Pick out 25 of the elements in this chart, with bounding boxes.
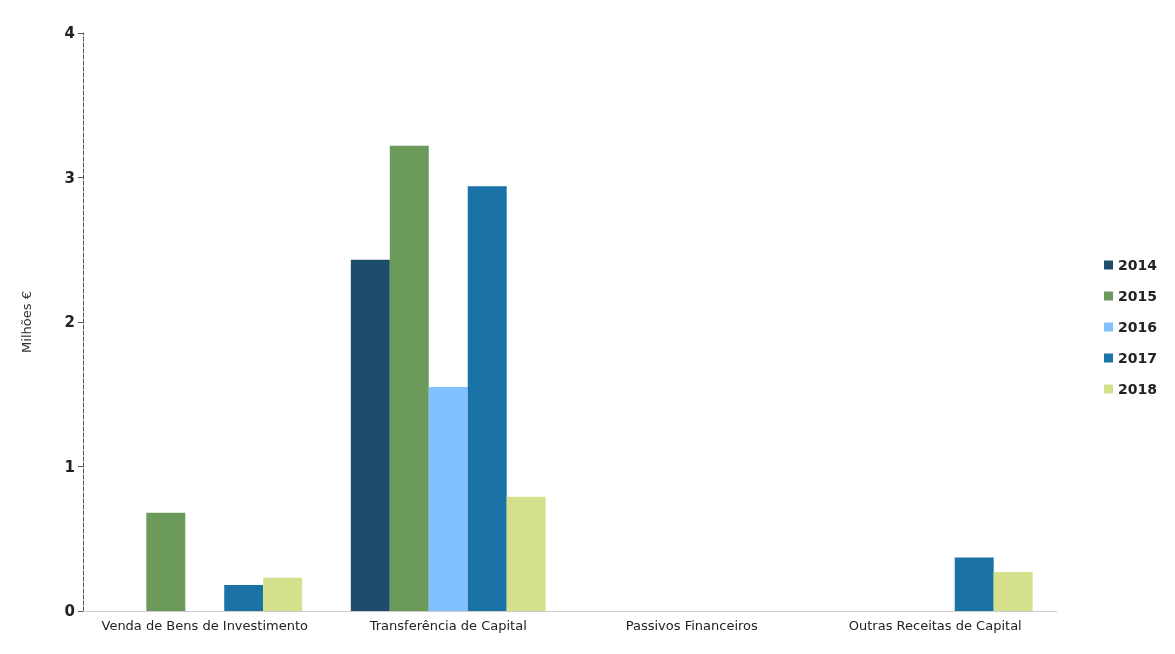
legend-label: 2014 xyxy=(1118,257,1158,273)
x-tick-label: Passivos Financeiros xyxy=(625,618,758,633)
y-tick-label: 0 xyxy=(64,602,75,620)
bar xyxy=(506,496,546,611)
y-tick-label: 3 xyxy=(64,168,75,187)
bar xyxy=(993,571,1033,611)
x-tick-label: Transferência de Capital xyxy=(368,618,527,633)
y-tick-label: 1 xyxy=(64,457,75,476)
bar xyxy=(428,387,468,611)
y-tick-label: 2 xyxy=(64,313,75,331)
legend-label: 2017 xyxy=(1118,350,1157,366)
y-axis-title: Milhões € xyxy=(19,291,34,353)
x-tick-label: Outras Receitas de Capital xyxy=(848,618,1022,633)
bar xyxy=(389,145,429,611)
legend-label: 2015 xyxy=(1118,288,1157,304)
legend-label: 2016 xyxy=(1118,319,1157,335)
bar xyxy=(146,512,186,611)
bar xyxy=(224,584,264,611)
x-tick-label: Venda de Bens de Investimento xyxy=(101,618,309,633)
bar xyxy=(263,577,303,611)
legend-label: 2018 xyxy=(1118,381,1157,397)
y-tick-label: 4 xyxy=(64,24,75,42)
bar xyxy=(467,186,507,611)
bar xyxy=(954,557,994,611)
bar xyxy=(350,259,390,611)
